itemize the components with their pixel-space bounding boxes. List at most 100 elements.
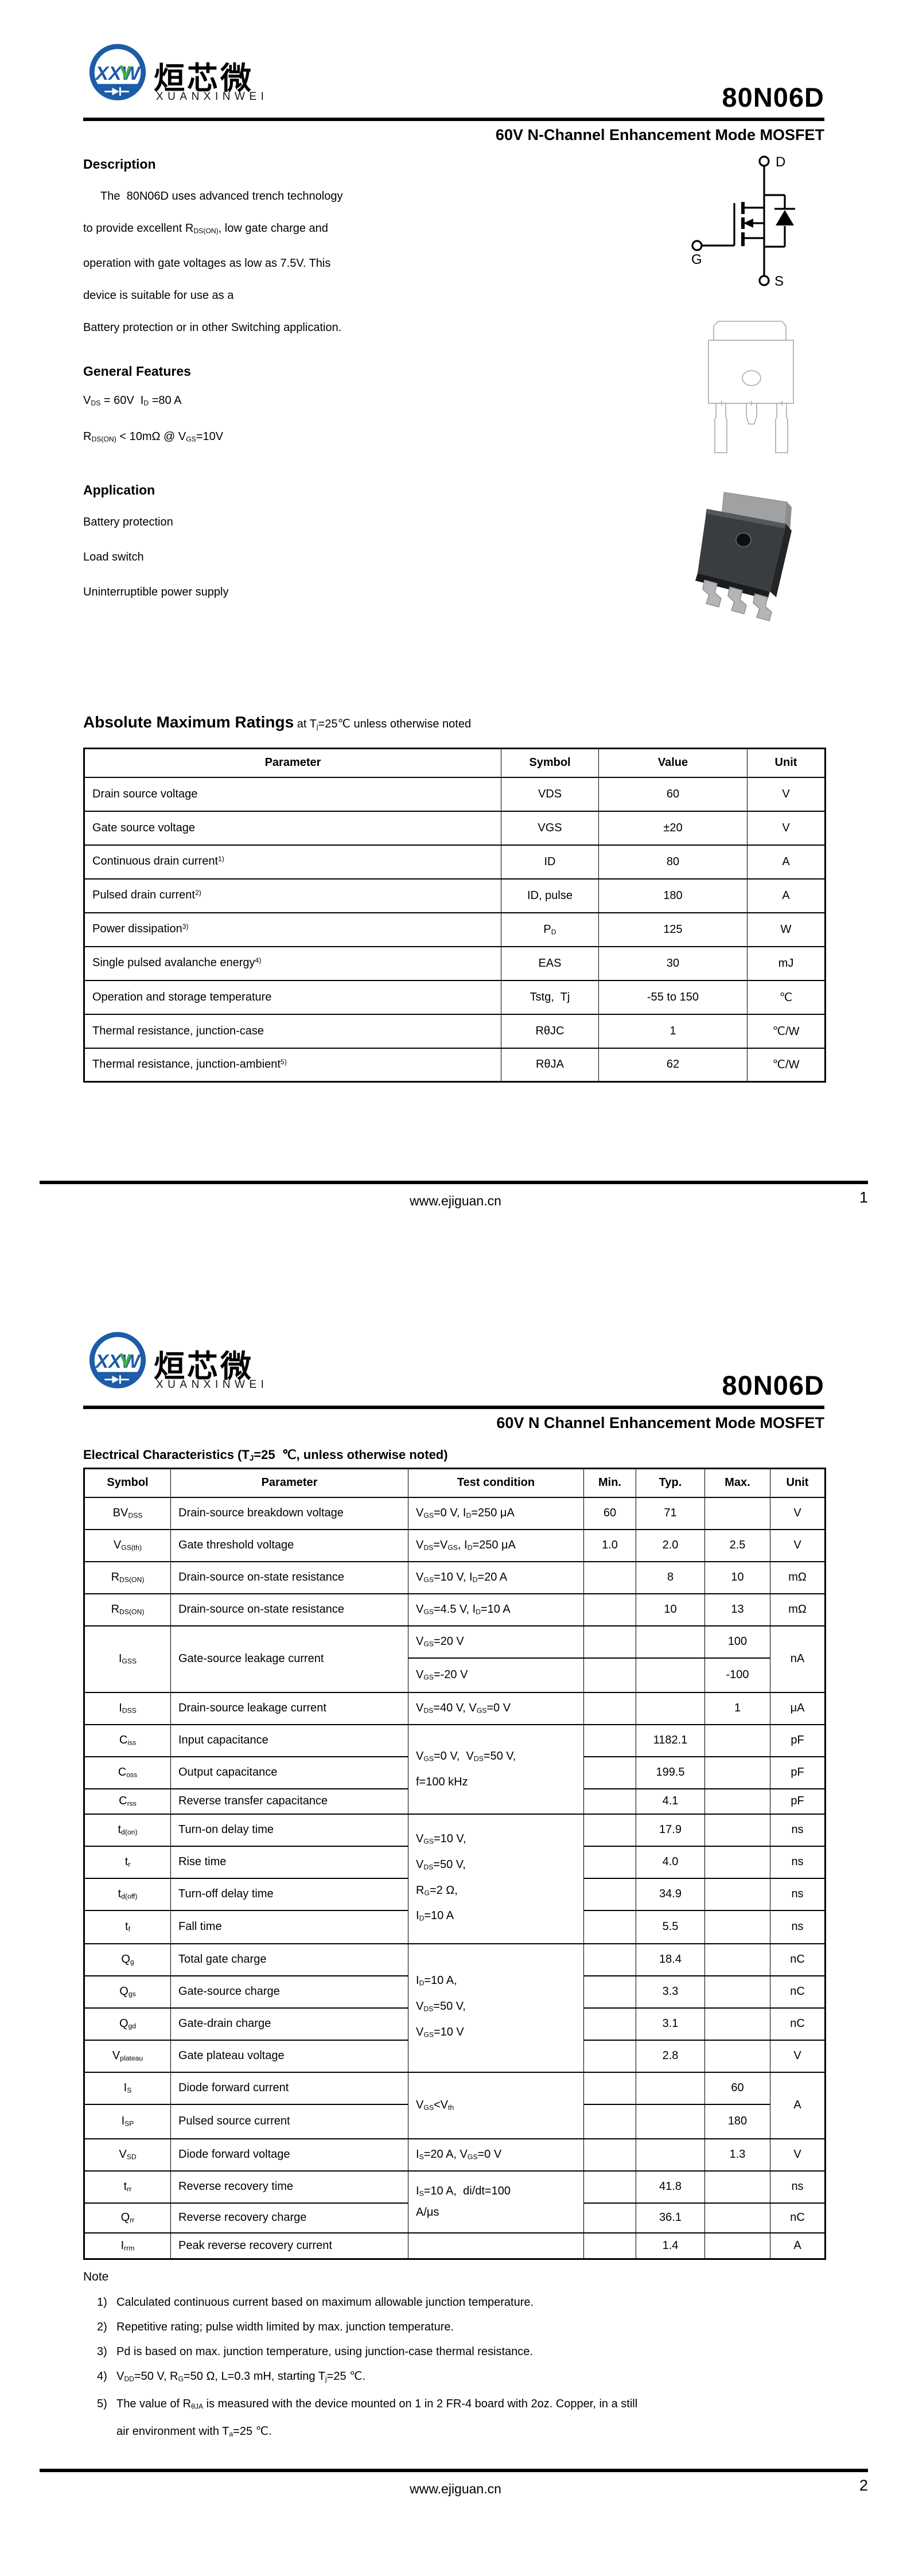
part-number: 80N06D — [722, 1370, 824, 1400]
empty-cell — [583, 1625, 636, 1659]
typ-cell: 3.3 — [636, 1975, 705, 2009]
application-heading: Application — [83, 482, 155, 498]
param-cell: Drain-source breakdown voltage — [170, 1496, 408, 1530]
sym-cell: IGSS — [84, 1625, 171, 1693]
empty-cell — [704, 1975, 770, 2009]
page-1: XXW 烜芯微 XUANXINWEI 80N06D 60V N-Channel … — [40, 44, 868, 1208]
col-header-value: Value — [598, 748, 748, 778]
empty-cell — [636, 1691, 705, 1725]
sym-cell: Ciss — [84, 1723, 171, 1757]
sym-cell: Coss — [84, 1756, 171, 1789]
param-cell: Thermal resistance, junction-ambient5) — [84, 1047, 501, 1083]
empty-cell — [704, 2039, 770, 2073]
logo-monogram: XXW — [95, 1351, 142, 1372]
cond-line: VGS=10 V, — [416, 1832, 466, 1846]
typ-cell: 18.4 — [636, 1943, 705, 1976]
sym-cell: ISP — [84, 2103, 171, 2139]
param-cell: Reverse transfer capacitance — [170, 1788, 408, 1815]
typ-cell: 2.0 — [636, 1528, 705, 1562]
table-row: td(on) Turn-on delay time VGS=10 V, VDS=… — [84, 1813, 826, 1944]
typ-cell: 1.4 — [636, 2232, 705, 2260]
sym-cell: RDS(ON) — [84, 1593, 171, 1626]
table-row: Continuous drain current1) ID 80 A — [84, 844, 826, 880]
package-photo — [695, 492, 792, 621]
note-text: Pd is based on max. junction temperature… — [116, 2345, 533, 2358]
max-cell: 1 — [704, 1691, 770, 1725]
empty-cell — [704, 1813, 770, 1847]
unit-cell: ns — [770, 2170, 826, 2204]
value-cell: 62 — [598, 1047, 748, 1083]
sym-cell: Vplateau — [84, 2039, 171, 2073]
empty-cell — [583, 1593, 636, 1626]
empty-cell — [583, 2071, 636, 2105]
description-line: Battery protection or in other Switching… — [83, 321, 342, 334]
param-cell: Gate source voltage — [84, 810, 501, 846]
param-cell: Gate-source leakage current — [170, 1625, 408, 1693]
application-item: Load switch — [83, 551, 144, 564]
param-cell: Drain-source on-state resistance — [170, 1593, 408, 1626]
sym-cell: BVDSS — [84, 1496, 171, 1530]
empty-cell — [583, 2103, 636, 2139]
feature-line: RDS(ON) < 10mΩ @ VGS=10V — [83, 430, 224, 444]
sym-cell: Qrr — [84, 2202, 171, 2233]
typ-cell: 17.9 — [636, 1813, 705, 1847]
cond-line: f=100 kHz — [416, 1775, 468, 1788]
unit-cell: pF — [770, 1756, 826, 1789]
unit-cell: nC — [770, 2202, 826, 2233]
notes-heading: Note — [83, 2270, 109, 2283]
table-row: tf Fall time 5.5 ns — [84, 1909, 826, 1944]
header-rule — [83, 1406, 824, 1409]
brand-logo-icon: XXW — [89, 1332, 146, 1388]
typ-cell: 199.5 — [636, 1756, 705, 1789]
table-row: Pulsed drain current2) ID, pulse 180 A — [84, 878, 826, 913]
max-cell: 13 — [704, 1593, 770, 1626]
table-row: VGS=-20 V -100 — [84, 1657, 826, 1693]
sym-cell: VGS(th) — [84, 1528, 171, 1562]
col-header-parameter: Parameter — [84, 748, 501, 778]
footer-url: www.ejiguan.cn — [410, 2481, 501, 2496]
table-row: trr Reverse recovery time IS=10 A, di/dt… — [84, 2170, 826, 2233]
typ-cell: 2.8 — [636, 2039, 705, 2073]
cond-cell: VGS<Vth — [408, 2071, 584, 2139]
diode-triangle — [112, 1375, 119, 1384]
value-cell: ±20 — [598, 810, 748, 846]
application-item: Uninterruptible power supply — [83, 586, 229, 599]
unit-cell: ns — [770, 1877, 826, 1911]
typ-cell: 36.1 — [636, 2202, 705, 2233]
note-number: 5) — [97, 2397, 107, 2410]
abs-max-section: Absolute Maximum Ratings at Tj=25℃ unles… — [83, 713, 826, 1083]
empty-cell — [583, 2232, 636, 2260]
logo-green-accent — [119, 1353, 131, 1369]
value-cell: 60 — [598, 776, 748, 812]
param-cell: Gate threshold voltage — [170, 1528, 408, 1562]
description-line: device is suitable for use as a — [83, 289, 234, 302]
note-item: 2) Repetitive rating; pulse width limite… — [83, 2318, 840, 2337]
sym-cell: td(on) — [84, 1813, 171, 1847]
unit-cell: V — [770, 1528, 826, 1562]
max-cell: 60 — [704, 2071, 770, 2105]
unit-cell: mΩ — [770, 1593, 826, 1626]
sym-cell: IS — [84, 2071, 171, 2105]
unit-cell: ns — [770, 1909, 826, 1944]
empty-cell — [583, 2007, 636, 2041]
symbol-cell: Tstg, Tj — [501, 979, 599, 1015]
cond-line: IS=10 A, di/dt=100 — [416, 2184, 511, 2198]
value-cell: 80 — [598, 844, 748, 880]
empty-cell — [583, 2202, 636, 2233]
param-cell: Rise time — [170, 1845, 408, 1879]
brand-name-cn: 烜芯微 — [154, 1349, 254, 1384]
typ-cell: 4.1 — [636, 1788, 705, 1815]
table-row: Qgs Gate-source charge 3.3 nC — [84, 1975, 826, 2009]
param-cell: Pulsed drain current2) — [84, 878, 501, 913]
gate-label: G — [691, 252, 702, 267]
feature-line: VDS = 60V ID =80 A — [83, 394, 182, 407]
param-cell: Drain-source leakage current — [170, 1691, 408, 1725]
table-row: Power dissipation3) PD 125 W — [84, 912, 826, 947]
empty-cell — [583, 1813, 636, 1847]
brand-name-cn: 烜芯微 — [154, 61, 254, 96]
value-cell: 30 — [598, 945, 748, 981]
empty-cell — [704, 1943, 770, 1976]
note-item: 4) VDD=50 V, RG=50 Ω, L=0.3 mH, starting… — [83, 2367, 840, 2389]
empty-cell — [704, 1845, 770, 1879]
